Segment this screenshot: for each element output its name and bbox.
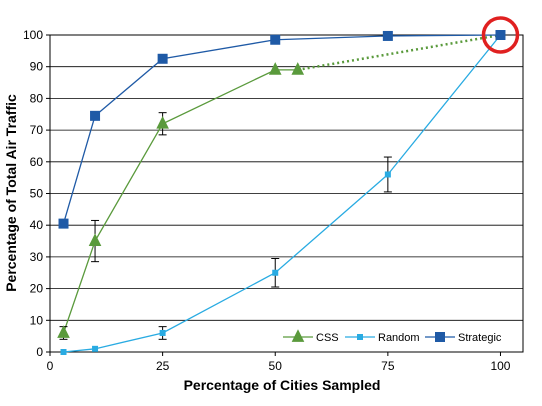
y-tick-label: 30 [30,250,44,264]
random-line [63,34,501,353]
y-tick-label: 10 [30,313,44,327]
css-marker [291,62,305,75]
x-axis-label: Percentage of Cities Sampled [184,377,381,393]
y-tick-label: 40 [30,218,44,232]
x-tick-label: 0 [47,359,54,373]
axes [46,34,524,356]
legend-item-css: CSS [283,329,339,344]
x-tick-label: 50 [269,359,283,373]
y-tick-label: 70 [30,123,44,137]
css-series [57,33,501,340]
legend-label: Strategic [458,332,502,344]
x-tick-label: 100 [490,359,510,373]
random-marker [357,334,363,340]
strategic-marker [495,30,506,40]
strategic-marker [90,110,101,121]
legend-item-random: Random [345,332,420,344]
legend-item-strategic: Strategic [425,332,502,344]
grid-lines [50,34,523,321]
y-tick-label: 60 [30,155,44,169]
x-tick-labels: 0 25 50 75 100 [47,359,511,373]
y-tick-label: 0 [36,345,43,359]
highlight-circle [481,16,520,54]
css-extension-line [297,33,501,72]
strategic-line [62,34,501,224]
random-marker [92,345,99,352]
strategic-marker [157,53,168,64]
random-marker [384,171,391,178]
y-tick-label: 80 [30,91,44,105]
random-marker [159,329,166,336]
y-tick-label: 20 [30,282,44,296]
strategic-marker [435,332,445,342]
legend-label: CSS [316,332,339,344]
x-tick-label: 75 [381,359,395,373]
random-marker [60,349,67,355]
y-tick-labels: 0 10 20 30 40 50 60 70 80 90 100 [23,28,43,359]
random-series [60,32,504,355]
strategic-marker [382,30,393,41]
legend: CSS Random Strategic [283,329,502,344]
y-tick-label: 90 [30,60,44,74]
strategic-marker [270,34,281,45]
plot-frame [49,34,524,353]
css-marker [268,62,282,75]
y-tick-label: 100 [23,28,43,42]
x-tick-label: 25 [156,359,170,373]
css-line [62,69,298,334]
strategic-marker [58,218,69,229]
y-tick-label: 50 [30,187,44,201]
css-marker [156,116,169,129]
y-axis-label: Percentage of Total Air Traffic [3,94,19,292]
css-marker [291,329,305,342]
strategic-series [58,30,506,229]
css-marker [57,325,70,338]
css-marker [88,233,102,246]
highlight-layer [481,16,520,54]
series-layer [57,30,506,355]
random-marker [272,269,279,276]
legend-label: Random [378,332,420,344]
